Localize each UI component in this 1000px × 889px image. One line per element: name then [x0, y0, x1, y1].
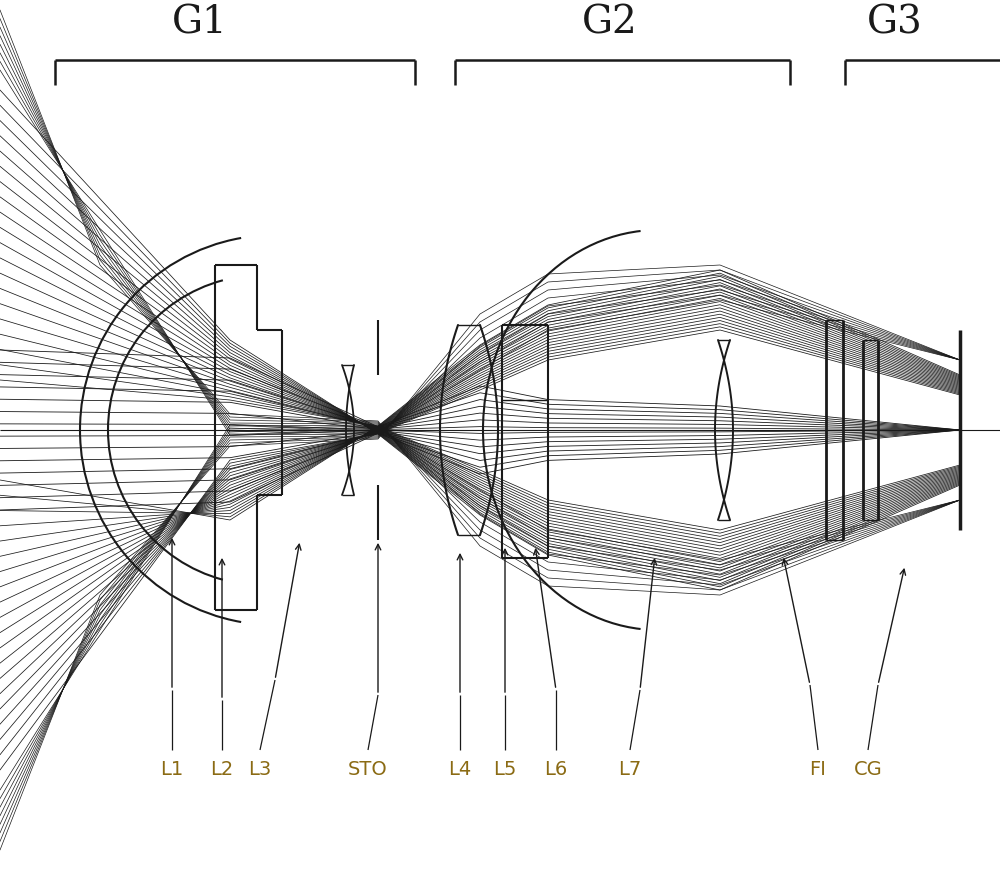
- Text: L7: L7: [618, 760, 642, 779]
- Text: L6: L6: [544, 760, 568, 779]
- Text: L3: L3: [248, 760, 272, 779]
- Text: L2: L2: [210, 760, 234, 779]
- Text: L1: L1: [160, 760, 184, 779]
- Text: G1: G1: [172, 5, 228, 42]
- Text: L4: L4: [448, 760, 472, 779]
- Text: CG: CG: [854, 760, 882, 779]
- Text: STO: STO: [348, 760, 388, 779]
- Text: G2: G2: [582, 5, 638, 42]
- Text: FI: FI: [810, 760, 826, 779]
- Text: G3: G3: [867, 5, 923, 42]
- Text: L5: L5: [493, 760, 517, 779]
